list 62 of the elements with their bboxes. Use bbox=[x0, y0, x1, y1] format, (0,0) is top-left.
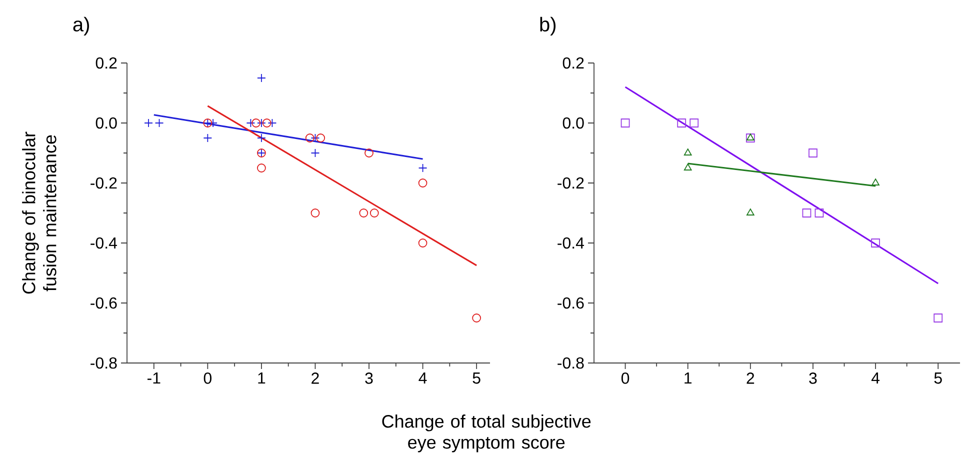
point bbox=[144, 118, 153, 128]
point bbox=[268, 118, 277, 128]
point bbox=[203, 134, 212, 142]
y-axis-title: Change of binocular fusion maintenance bbox=[22, 132, 56, 294]
x-tick-label: 2 bbox=[312, 372, 319, 384]
y-tick-label: 0.2 bbox=[96, 57, 117, 69]
y-tick-label: -0.4 bbox=[558, 237, 584, 249]
x-tick-label: 3 bbox=[809, 372, 817, 384]
point bbox=[814, 208, 824, 218]
point bbox=[370, 208, 379, 218]
point bbox=[262, 118, 272, 128]
point bbox=[257, 164, 266, 172]
point bbox=[305, 134, 314, 142]
chart-title: b) bbox=[540, 16, 556, 36]
x-tick-label: 2 bbox=[746, 372, 754, 384]
x-tick-label: 4 bbox=[871, 372, 880, 384]
x-axis-title: Change of total subjective eye symptom score bbox=[382, 414, 591, 452]
point bbox=[310, 148, 320, 158]
point bbox=[257, 118, 266, 128]
point bbox=[418, 178, 428, 188]
point bbox=[934, 314, 943, 322]
point bbox=[472, 314, 482, 322]
y-tick-label: -0.2 bbox=[90, 177, 117, 189]
point bbox=[252, 118, 261, 128]
x-tick-label: 4 bbox=[418, 372, 427, 384]
point bbox=[690, 118, 699, 128]
point bbox=[418, 164, 428, 172]
point bbox=[871, 238, 880, 248]
x-tick-label: 1 bbox=[684, 372, 692, 384]
y-tick-label: -0.8 bbox=[558, 357, 584, 369]
point bbox=[808, 148, 818, 158]
point bbox=[257, 134, 266, 142]
y-tick-label: -0.2 bbox=[558, 177, 584, 189]
point bbox=[316, 134, 326, 142]
x-tick-label: -1 bbox=[147, 372, 160, 384]
x-tick-label: 1 bbox=[258, 372, 266, 384]
x-tick-label: 3 bbox=[365, 372, 373, 384]
point bbox=[802, 208, 812, 218]
y-tick-label: -0.4 bbox=[90, 237, 117, 249]
y-tick-label: -0.6 bbox=[90, 297, 117, 309]
x-tick-label: 0 bbox=[621, 372, 630, 384]
x-tick-label: 5 bbox=[472, 372, 480, 384]
point bbox=[310, 208, 320, 218]
y-tick-label: 0.2 bbox=[562, 57, 584, 69]
point bbox=[364, 148, 374, 158]
point bbox=[418, 238, 428, 248]
x-tick-label: 5 bbox=[934, 372, 942, 384]
point bbox=[246, 118, 256, 128]
y-tick-label: 0.0 bbox=[562, 117, 584, 129]
y-tick-label: -0.8 bbox=[90, 357, 117, 369]
point bbox=[359, 208, 368, 218]
y-tick-label: -0.6 bbox=[558, 297, 584, 309]
point bbox=[684, 148, 692, 156]
x-tick-label: 0 bbox=[204, 372, 212, 384]
point bbox=[746, 208, 754, 216]
point bbox=[154, 118, 164, 128]
y-tick-label: 0.0 bbox=[96, 117, 117, 129]
point bbox=[872, 178, 880, 186]
point bbox=[677, 118, 686, 128]
point bbox=[257, 74, 266, 82]
point bbox=[620, 118, 630, 128]
chart-title: a) bbox=[73, 16, 89, 36]
